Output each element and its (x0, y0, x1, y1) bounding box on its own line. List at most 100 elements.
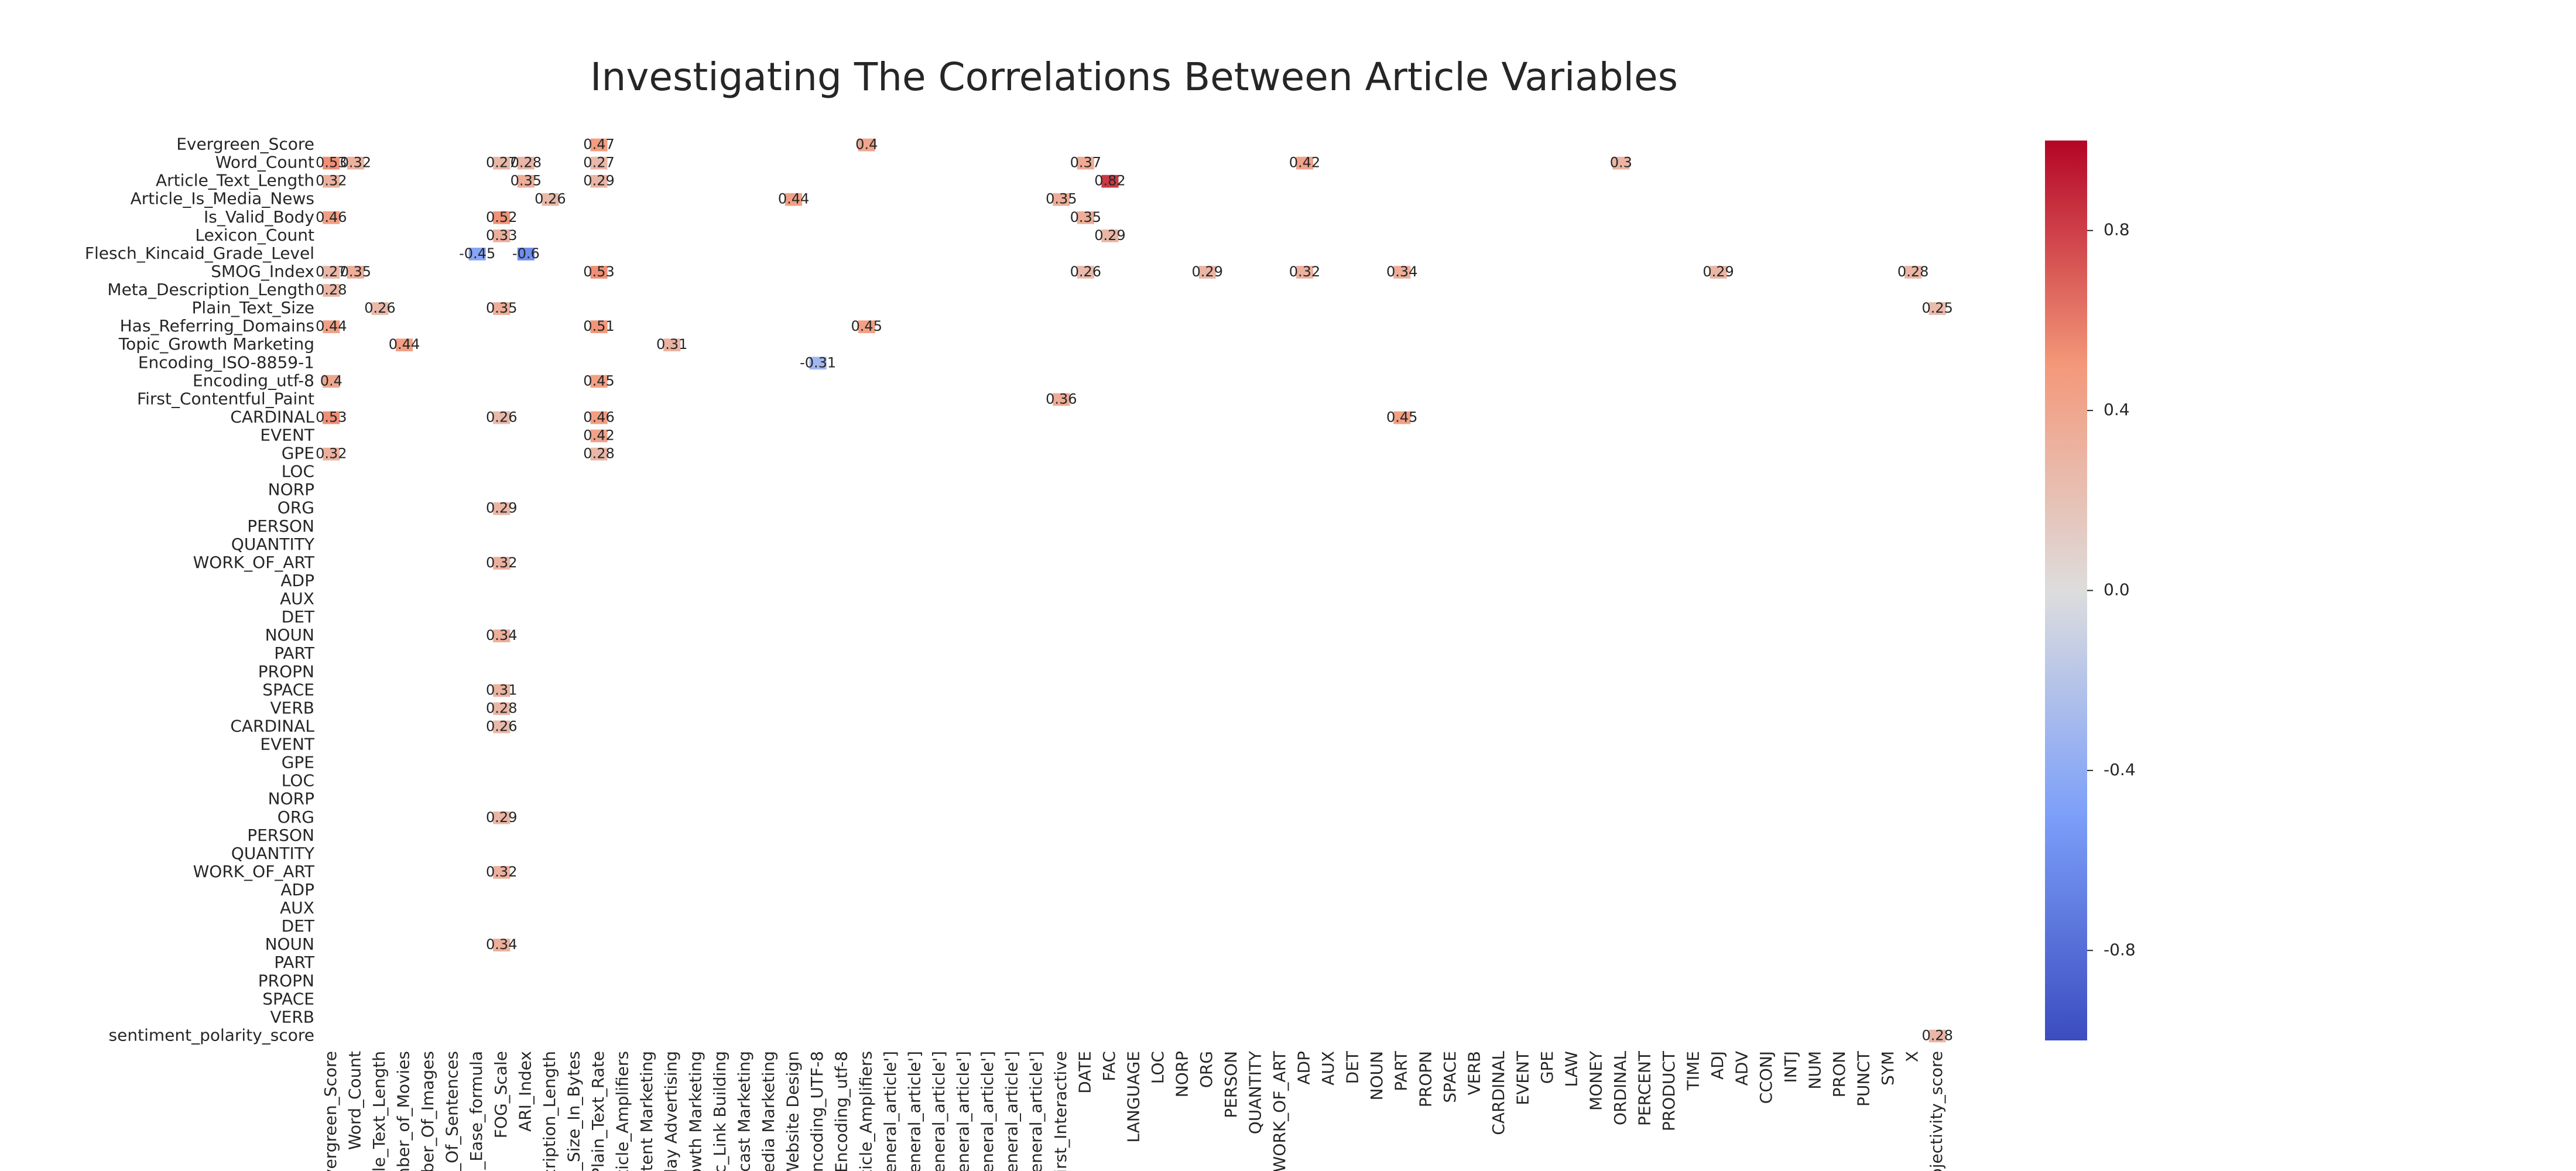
x-tick-label: Article_Amplifiers (613, 1051, 632, 1171)
x-tick-label: FAC (1099, 1051, 1119, 1081)
x-tick-label: WORK_OF_ART (1270, 1050, 1289, 1171)
cell-label: 0.32 (316, 446, 347, 462)
x-tick-label: X (1903, 1051, 1922, 1062)
cell-label: 0.44 (389, 336, 420, 352)
heatmap-cell (493, 502, 511, 515)
y-tick-label: Word_Count (215, 153, 314, 172)
cell-label: 0.4 (855, 136, 878, 153)
heatmap-cell (323, 447, 340, 461)
colorbar-tick-label: 0.0 (2104, 580, 2130, 600)
x-tick-label: PERSON (1221, 1051, 1241, 1118)
y-tick-label: ADP (280, 571, 314, 590)
cell-label: 0.28 (583, 446, 614, 462)
x-tick-label: ORDINAL (1611, 1051, 1630, 1125)
heatmap-cell (1612, 156, 1630, 170)
x-tick-label: r', 'general_article'] (929, 1051, 948, 1171)
cell-label: -0.31 (800, 354, 836, 371)
y-tick-label: NORP (268, 789, 314, 809)
x-tick-label: SYM (1878, 1051, 1897, 1086)
heatmap-cell (1296, 156, 1314, 170)
heatmap-cell (468, 248, 486, 261)
heatmap-cell (493, 811, 511, 824)
x-tick-label: FOG_Scale (491, 1051, 511, 1138)
cell-label: 0.28 (1897, 263, 1928, 280)
x-tick-label: ADJ (1708, 1051, 1727, 1080)
x-tick-label: ing_Ease_formula (467, 1051, 486, 1171)
x-tick-label: rticle_Text_Length (369, 1051, 389, 1171)
heatmap-cell (1101, 229, 1119, 242)
cell-label: 0.29 (1191, 263, 1222, 280)
y-tick-label: EVENT (260, 735, 314, 754)
y-tick-label: SPACE (262, 680, 314, 699)
x-tick-label: LOC (1148, 1051, 1167, 1084)
x-tick-label: VERB (1464, 1051, 1484, 1095)
x-tick-label: CARDINAL (1489, 1051, 1508, 1135)
heatmap-cell (323, 174, 340, 188)
heatmap-cell (323, 266, 340, 279)
x-tick-label: Word_Count (345, 1051, 364, 1150)
x-tick-label: lumber_of_Movies (393, 1051, 413, 1171)
x-tick-label: Podcast Marketing (734, 1051, 753, 1171)
heatmap-cell (590, 429, 608, 443)
y-tick-label: SMOG_Index (211, 262, 314, 281)
heatmap-cell (347, 156, 364, 170)
heatmap-cell (1077, 211, 1094, 224)
colorbar (2045, 141, 2087, 1040)
y-tick-label: ORG (278, 498, 314, 518)
y-tick-label: AUX (280, 589, 314, 608)
cell-label: 0.29 (1094, 227, 1125, 244)
y-tick-label: QUANTITY (231, 844, 315, 863)
cell-label: 0.34 (1386, 263, 1417, 280)
cell-label: 0.33 (486, 227, 517, 244)
y-tick-label: Has_Referring_Domains (120, 316, 314, 335)
cell-label: 0.44 (316, 318, 347, 334)
cell-label: 0.29 (486, 500, 517, 516)
cell-label: 0.46 (583, 409, 614, 425)
heatmap-cell (323, 284, 340, 297)
y-tick-label: PROPN (258, 971, 314, 990)
heatmap-cell (1928, 1029, 1946, 1043)
cell-label: 0.45 (583, 372, 614, 389)
y-tick-label: Lexicon_Count (195, 225, 314, 245)
heatmap-cell (493, 156, 511, 170)
heatmap-cell (1077, 266, 1094, 279)
cell-label: 0.26 (1070, 263, 1101, 280)
cell-label: 0.29 (1703, 263, 1734, 280)
cell-label: 0.53 (316, 155, 347, 171)
x-tick-label: LAW (1562, 1051, 1581, 1087)
heatmap-cell (809, 357, 827, 370)
x-tick-label: Encoding_UTF-8 (807, 1051, 827, 1171)
x-tick-label: r', 'general_article'] (1026, 1051, 1046, 1171)
cell-label: 0.3 (1610, 155, 1632, 171)
cell-label: -0.45 (459, 245, 495, 262)
cell-label: 0.26 (486, 409, 517, 425)
heatmap-cell (493, 629, 511, 643)
heatmap-cell (493, 211, 511, 224)
cell-label: -0.6 (512, 245, 540, 262)
heatmap-cell (663, 338, 681, 352)
y-tick-label: PERSON (247, 826, 314, 845)
x-tick-label: INTJ (1781, 1051, 1800, 1083)
x-tick-label: PART (1392, 1050, 1411, 1091)
heatmap-cell (1904, 266, 1922, 279)
x-tick-label: SPACE (1440, 1051, 1460, 1103)
x-tick-label: ORG (1197, 1051, 1216, 1088)
x-tick-label: QUANTITY (1245, 1050, 1265, 1134)
x-tick-label: GPE (1537, 1051, 1557, 1084)
heatmap-cell (323, 211, 340, 224)
x-tick-label: r', 'general_article'] (881, 1051, 900, 1171)
colorbar-tick-label: 0.8 (2104, 220, 2130, 239)
heatmap-cell (517, 248, 535, 261)
x-tick-label: umber_Of_Images (418, 1051, 437, 1171)
heatmap-cell (1053, 193, 1070, 206)
y-tick-label: PERSON (247, 516, 314, 536)
y-tick-label: QUANTITY (231, 535, 315, 554)
x-tick-label: NOUN (1367, 1051, 1386, 1100)
y-tick-label: PART (274, 953, 315, 972)
heatmap-cell (1101, 174, 1119, 188)
x-tick-label: CCONJ (1756, 1051, 1776, 1104)
y-tick-label: Encoding_ISO-8859-1 (138, 352, 314, 372)
cell-label: 0.45 (1386, 409, 1417, 425)
y-tick-label: Article_Is_Media_News (131, 189, 314, 208)
y-tick-label: Evergreen_Score (176, 135, 314, 154)
